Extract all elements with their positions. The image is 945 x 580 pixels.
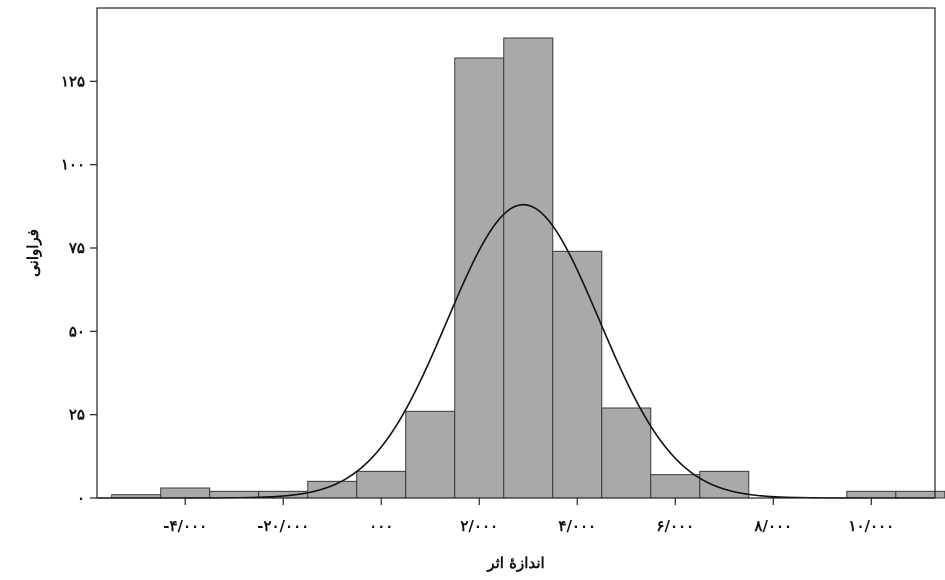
y-axis: ۰ ۲۵ ۵۰ ۷۵ ۱۰۰ ۱۲۵: [61, 72, 97, 507]
x-tick-label: -۲۰/۰۰۰: [257, 517, 309, 535]
histogram-bar: [552, 250, 603, 499]
x-tick-label: -۴/۰۰۰: [163, 517, 207, 535]
histogram-bar: [160, 487, 211, 499]
x-axis-title: اندازهٔ اثر: [486, 554, 544, 572]
x-tick-label: ۰۰۰: [369, 517, 393, 535]
histogram-bar: [895, 490, 945, 499]
y-tick-label: ۲۵: [69, 406, 85, 424]
histogram-bar: [650, 474, 701, 499]
bars-layer: [111, 37, 945, 499]
x-tick-label: ۸/۰۰۰: [753, 517, 792, 535]
y-tick-label: ۰: [77, 489, 85, 507]
x-tick-label: ۲/۰۰۰: [460, 517, 498, 535]
histogram-bar: [307, 480, 358, 499]
histogram-bar: [601, 407, 652, 499]
histogram-bar: [503, 37, 554, 499]
x-tick-label: ۶/۰۰۰: [656, 517, 694, 535]
x-tick-label: ۴/۰۰۰: [558, 517, 596, 535]
y-tick-label: ۱۰۰: [61, 156, 85, 174]
y-axis-title: فراوانی: [24, 229, 42, 277]
histogram-bar: [356, 470, 407, 499]
histogram-bar: [454, 57, 505, 499]
x-axis: -۴/۰۰۰ -۲۰/۰۰۰ ۰۰۰ ۲/۰۰۰ ۴/۰۰۰ ۶/۰۰۰ ۸/۰۰۰ ۱۰/۰…: [163, 498, 894, 535]
histogram-bar: [846, 490, 897, 499]
y-tick-label: ۱۲۵: [61, 72, 85, 90]
plot-frame: [96, 7, 936, 499]
histogram-bar: [405, 410, 456, 499]
y-tick-label: ۷۵: [68, 239, 85, 257]
x-tick-label: ۱۰/۰۰۰: [848, 517, 894, 535]
y-tick-label: ۵۰: [69, 322, 85, 340]
